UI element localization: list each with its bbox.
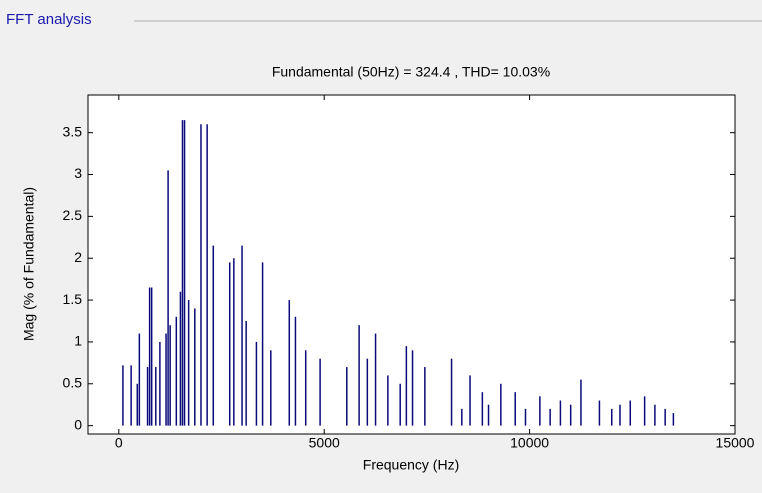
y-tick-label: 3.5 bbox=[63, 123, 83, 139]
y-tick-label: 0 bbox=[74, 416, 82, 432]
x-axis-label: Frequency (Hz) bbox=[363, 457, 459, 473]
y-tick-label: 1.5 bbox=[63, 291, 83, 307]
y-tick-label: 3 bbox=[74, 165, 82, 181]
y-tick-label: 2 bbox=[74, 249, 82, 265]
panel-title: FFT analysis bbox=[6, 11, 92, 28]
y-tick-label: 0.5 bbox=[63, 374, 83, 390]
plot-area bbox=[87, 94, 736, 435]
y-tick-label: 2.5 bbox=[63, 207, 83, 223]
x-tick-label: 5000 bbox=[309, 435, 340, 451]
x-tick-label: 15000 bbox=[716, 435, 755, 451]
x-tick-label: 0 bbox=[115, 435, 123, 451]
x-tick-label: 10000 bbox=[510, 435, 549, 451]
y-axis-label: Mag (% of Fundamental) bbox=[21, 187, 37, 341]
y-tick-label: 1 bbox=[74, 333, 82, 349]
chart-title: Fundamental (50Hz) = 324.4 , THD= 10.03% bbox=[272, 64, 550, 80]
